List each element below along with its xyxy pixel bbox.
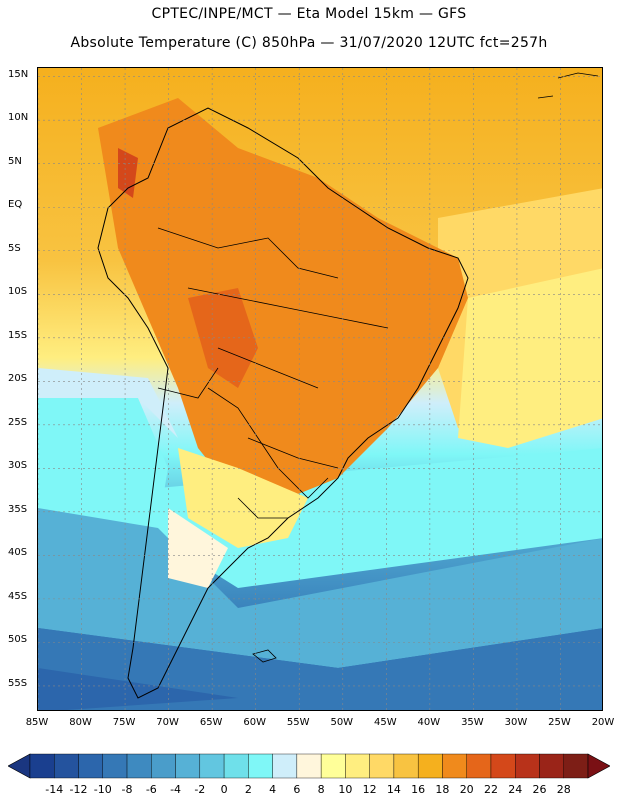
colorbar-swatch [417,753,443,779]
colorbar-tick-label: -12 [69,783,88,796]
field-pacific-pale [38,368,178,438]
colorbar-swatch [296,753,322,779]
lat-label: 5N [8,155,22,167]
colorbar-tick-label: 22 [483,783,498,796]
colorbar-swatch [29,753,55,779]
colorbar-tick-label: 26 [532,783,547,796]
lon-label: 85W [25,717,49,728]
lat-label: 50S [8,634,28,646]
lon-label: 60W [243,717,266,728]
colorbar-swatch [442,753,467,779]
lat-label: 5S [8,242,21,254]
lon-label: 80W [69,717,92,728]
colorbar-tick-label: 28 [556,783,571,796]
colorbar-tick-label: 18 [435,783,450,796]
colorbar-swatch [345,753,370,779]
lon-label: 75W [112,717,136,728]
colorbar-swatch [175,753,201,779]
field-polar [38,668,238,710]
colorbar-tick-label: 24 [508,783,523,796]
colorbar-tick-label: -14 [45,783,64,796]
colorbar-swatch [54,753,79,779]
colorbar-tick-label: -10 [93,783,112,796]
lat-label: 45S [8,590,28,602]
colorbar-tick-label: 0 [220,783,228,796]
lat-label: EQ [8,199,23,211]
field-south-blue [38,508,602,668]
lon-label: 65W [199,717,223,728]
colorbar-under-triangle [8,753,31,779]
lat-label: 20S [8,373,28,385]
lat-label: 30S [8,460,28,472]
lon-label: 40W [417,717,441,728]
country-borders [157,227,389,519]
lat-label: 10N [8,112,29,124]
colorbar-swatch [78,753,103,779]
colorbar-swatch [563,753,589,779]
colorbar-tick-label: 6 [293,783,301,796]
colorbar-swatch [515,753,540,779]
lon-label: 55W [286,717,310,728]
field-cone-cream [168,508,228,588]
lat-label: 25S [8,416,28,428]
grid-lines [38,68,602,710]
colorbar-swatch [539,753,564,779]
lon-label: 30W [504,717,528,728]
colorbar-tick-label: 20 [459,783,474,796]
colorbar-swatch [248,753,273,779]
lon-label: 50W [330,717,354,728]
lon-label: 25W [548,717,571,728]
colorbar-swatch [272,753,298,779]
field-continent-warm [98,98,468,498]
colorbar-swatch [320,753,346,779]
field-cone-yellow [178,448,308,548]
lat-label: 40S [8,547,28,559]
lat-label: 55S [8,677,28,689]
colorbar-swatch [369,753,395,779]
lat-label: 15S [8,329,28,341]
lon-label: 35W [461,717,484,728]
colorbar-swatch [126,753,152,779]
colorbar-tick-label: 16 [411,783,426,796]
colorbar-tick-label: -6 [145,783,157,796]
field-pacific-cold [38,388,168,528]
colorbar-swatch [151,753,176,779]
lon-label: 20W [591,717,615,728]
title-line-1: CPTEC/INPE/MCT — Eta Model 15km — GFS [151,6,467,22]
colorbar-swatch [223,753,249,779]
colorbar [8,753,610,779]
colorbar-tick-label: 10 [338,783,353,796]
colorbar-tick-label: -4 [170,783,182,796]
colorbar-over-triangle [587,753,610,779]
colorbar-tick-label: 4 [269,783,277,796]
temperature-map[interactable] [37,67,603,711]
lon-label: 45W [373,717,397,728]
colorbar-tick-label: 2 [244,783,252,796]
colorbar-tick-label: 8 [317,783,325,796]
colorbar-tick-label: -2 [194,783,206,796]
coastline-south-america [97,107,469,699]
title-line-2: Absolute Temperature (C) 850hPa — 31/07/… [70,35,548,51]
lat-label: 10S [8,286,28,298]
lat-label: 15N [8,68,29,80]
falklands [252,649,277,663]
caribbean-islands [537,72,599,99]
colorbar-swatch [199,753,225,779]
field-atlantic-pale [458,268,602,448]
lon-label: 70W [156,717,179,728]
lat-label: 35S [8,503,28,515]
colorbar-tick-label: 14 [386,783,401,796]
colorbar-tick-label: 12 [362,783,377,796]
colorbar-swatch [466,753,492,779]
colorbar-swatch [393,753,419,779]
colorbar-swatch [490,753,516,779]
colorbar-swatch [102,753,128,779]
colorbar-tick-label: -8 [121,783,133,796]
